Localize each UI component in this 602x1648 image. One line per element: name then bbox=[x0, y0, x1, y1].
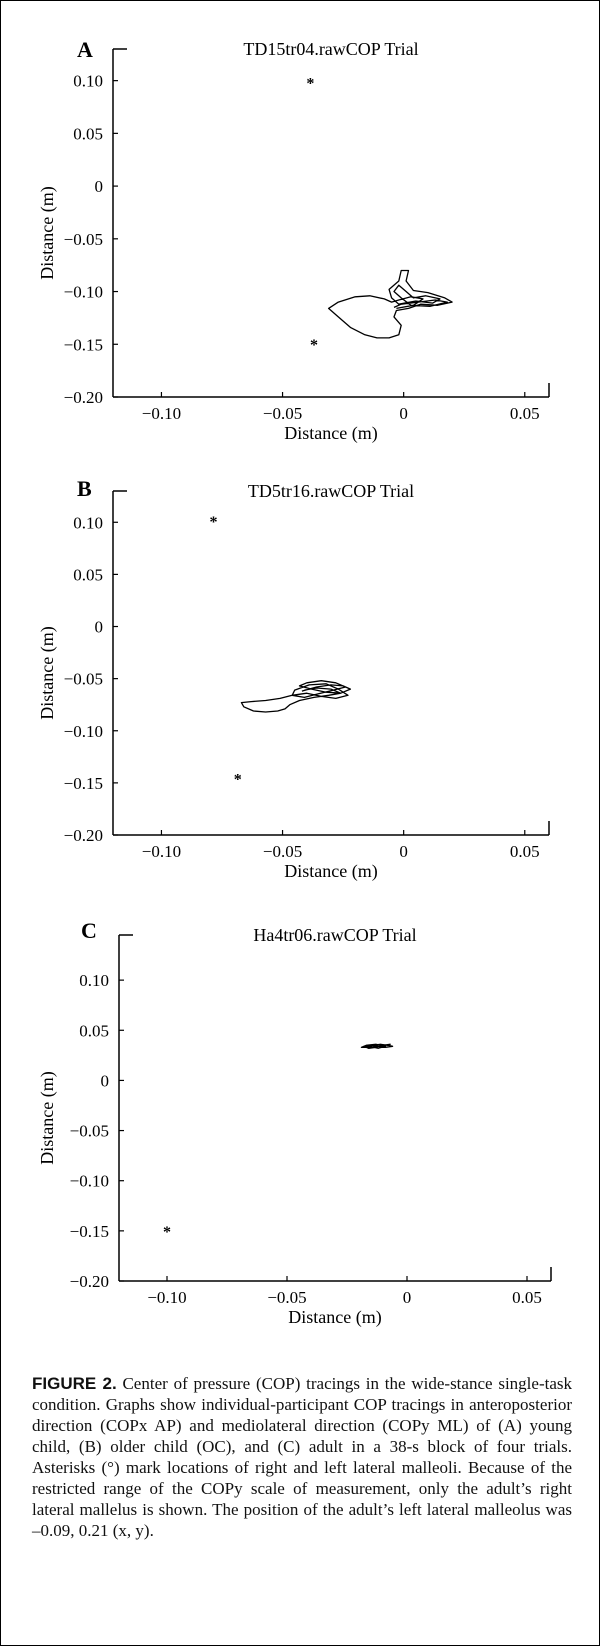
x-axis-label: Distance (m) bbox=[284, 423, 377, 444]
chart-title: TD15tr04.rawCOP Trial bbox=[243, 39, 418, 59]
x-tick-label: −0.10 bbox=[142, 404, 181, 423]
y-tick-label: −0.10 bbox=[64, 722, 103, 741]
y-tick-label: −0.05 bbox=[70, 1122, 109, 1141]
malleolus-marker: * bbox=[163, 1224, 171, 1241]
malleolus-marker: * bbox=[306, 76, 314, 93]
caption-label: FIGURE 2. bbox=[32, 1374, 117, 1393]
y-tick-label: −0.20 bbox=[64, 826, 103, 845]
figure-charts: 0.10 0.05 0 −0.05 −0.10 −0.15 −0.20 −0.10 −0.05 0… bbox=[37, 37, 552, 1328]
chart-title: TD5tr16.rawCOP Trial bbox=[248, 481, 414, 501]
y-tick-label: 0.05 bbox=[73, 124, 103, 143]
chart-panel-c: 0.10 0.05 0 −0.05 −0.10 −0.15 −0.20 −0.10 −0.05 0… bbox=[37, 918, 552, 1328]
x-tick-label: −0.10 bbox=[147, 1288, 186, 1307]
y-tick-label: −0.10 bbox=[64, 283, 103, 302]
y-axis-label: Distance (m) bbox=[37, 186, 58, 279]
x-tick-label: −0.10 bbox=[142, 842, 181, 861]
y-tick-label: −0.15 bbox=[64, 774, 103, 793]
chart-panel-b: 0.10 0.05 0 −0.05 −0.10 −0.15 −0.20 −0.10 −0.05 0… bbox=[37, 476, 550, 882]
panel-label: C bbox=[81, 918, 97, 943]
cop-trace-line bbox=[240, 680, 352, 713]
x-tick-label: 0 bbox=[399, 842, 408, 861]
chart-title: Ha4tr06.rawCOP Trial bbox=[253, 925, 416, 945]
x-tick-label: −0.05 bbox=[263, 842, 302, 861]
y-tick-label: 0 bbox=[95, 618, 104, 637]
x-tick-label: 0.05 bbox=[512, 1288, 542, 1307]
malleolus-marker: * bbox=[210, 514, 218, 531]
caption-text: Center of pressure (COP) tracings in the… bbox=[32, 1374, 572, 1540]
x-tick-label: 0.05 bbox=[510, 842, 540, 861]
y-tick-label: 0.05 bbox=[73, 565, 103, 584]
y-tick-label: −0.10 bbox=[70, 1172, 109, 1191]
chart-panel-a: 0.10 0.05 0 −0.05 −0.10 −0.15 −0.20 −0.10 −0.05 0… bbox=[37, 37, 550, 444]
y-tick-label: 0.10 bbox=[73, 72, 103, 91]
panel-label: A bbox=[77, 37, 93, 62]
cop-trace-line bbox=[360, 1043, 394, 1049]
y-tick-label: −0.15 bbox=[70, 1222, 109, 1241]
y-axis-label: Distance (m) bbox=[37, 626, 58, 719]
x-tick-label: −0.05 bbox=[263, 404, 302, 423]
y-tick-label: −0.20 bbox=[64, 388, 103, 407]
x-tick-label: 0 bbox=[399, 404, 408, 423]
y-tick-label: 0.10 bbox=[73, 513, 103, 532]
y-axis-label: Distance (m) bbox=[37, 1071, 58, 1164]
y-tick-label: 0 bbox=[101, 1071, 110, 1090]
y-tick-label: −0.15 bbox=[64, 335, 103, 354]
cop-trace-line bbox=[327, 269, 453, 339]
figure-caption: FIGURE 2. Center of pressure (COP) traci… bbox=[32, 1373, 572, 1541]
x-tick-label: 0.05 bbox=[510, 404, 540, 423]
y-tick-label: −0.20 bbox=[70, 1272, 109, 1291]
y-tick-label: 0 bbox=[95, 177, 104, 196]
y-tick-label: −0.05 bbox=[64, 230, 103, 249]
y-tick-label: 0.10 bbox=[79, 971, 109, 990]
y-tick-label: 0.05 bbox=[79, 1021, 109, 1040]
x-axis-label: Distance (m) bbox=[284, 861, 377, 882]
x-tick-label: 0 bbox=[403, 1288, 412, 1307]
y-tick-label: −0.05 bbox=[64, 670, 103, 689]
x-axis-label: Distance (m) bbox=[288, 1307, 381, 1328]
x-tick-label: −0.05 bbox=[267, 1288, 306, 1307]
panel-label: B bbox=[77, 476, 92, 501]
malleolus-marker: * bbox=[310, 337, 318, 354]
malleolus-marker: * bbox=[234, 772, 242, 789]
